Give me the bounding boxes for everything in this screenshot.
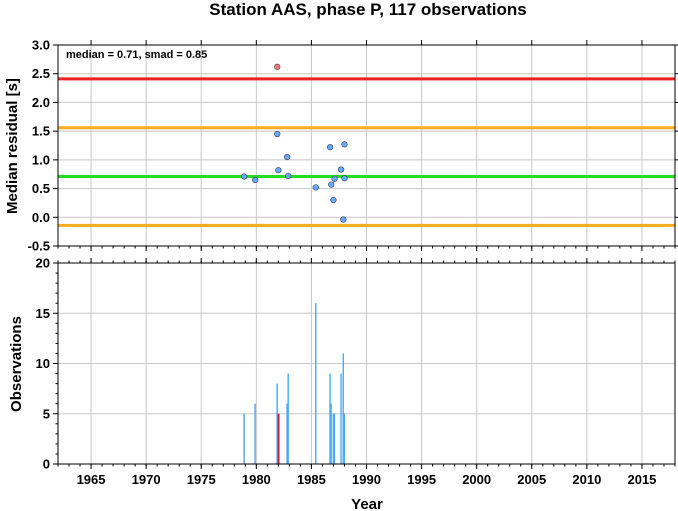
stats-annotation: median = 0.71, smad = 0.85 xyxy=(66,49,207,61)
observation-bar xyxy=(340,373,342,464)
residual-point xyxy=(338,166,345,173)
x-tick-label: 1985 xyxy=(297,472,326,487)
observation-bar xyxy=(287,373,289,464)
observation-bar xyxy=(276,383,278,464)
top-y-ticks: 3.0 2.5 2.0 1.5 1.0 0.5 0.0 -0.5 xyxy=(28,38,678,254)
top-y-tick-label: 1.0 xyxy=(32,152,50,167)
bottom-y-tick-label: 20 xyxy=(36,256,50,271)
residual-point xyxy=(274,130,281,138)
bottom-gridlines xyxy=(58,262,675,465)
observation-bar xyxy=(315,303,317,464)
observation-bar xyxy=(329,373,331,464)
observation-bar xyxy=(342,353,344,464)
observation-bar xyxy=(343,413,346,464)
observation-bars xyxy=(243,303,346,464)
residual-point xyxy=(328,181,335,188)
observation-bar xyxy=(243,413,245,464)
observation-bar xyxy=(330,403,332,464)
observation-bar xyxy=(286,403,288,464)
x-tick-label: 2015 xyxy=(627,472,656,487)
top-y-tick-label: 3.0 xyxy=(32,38,50,53)
x-tick-label: 1965 xyxy=(77,472,106,487)
top-y-tick-label: 0.0 xyxy=(32,210,50,225)
x-tick-label: 1970 xyxy=(132,472,161,487)
top-x-tickmarks xyxy=(57,40,676,251)
bottom-x-ticks: 1965 1970 1975 1980 1985 1990 1995 2000 2005 2010… xyxy=(57,258,676,487)
observation-bar xyxy=(332,413,335,464)
residual-point xyxy=(252,176,259,184)
top-y-tick-label: 2.5 xyxy=(32,66,50,81)
x-tick-label: 2000 xyxy=(462,472,491,487)
chart-title: Station AAS, phase P, 117 observations xyxy=(209,0,526,19)
top-reference-lines xyxy=(58,77,675,227)
bottom-y-tick-label: 0 xyxy=(43,457,50,472)
residual-point xyxy=(330,196,337,204)
outlier-point xyxy=(274,63,281,70)
top-y-tick-label: 2.0 xyxy=(32,95,50,110)
residual-point xyxy=(285,172,292,180)
residual-point xyxy=(312,184,319,191)
top-gridlines xyxy=(58,44,675,247)
x-axis-label: Year xyxy=(351,496,383,511)
observation-bar xyxy=(254,403,256,464)
top-y-tick-label: 0.5 xyxy=(32,181,50,196)
x-tick-label: 1975 xyxy=(187,472,216,487)
residual-point xyxy=(241,173,248,180)
x-tick-label: 2010 xyxy=(572,472,601,487)
x-tick-label: 1995 xyxy=(407,472,436,487)
x-tick-label: 2005 xyxy=(517,472,546,487)
top-y-tick-label: 1.5 xyxy=(32,124,50,139)
observation-bar xyxy=(333,413,336,464)
residual-point xyxy=(341,141,348,148)
x-tick-label: 1980 xyxy=(242,472,271,487)
residual-point xyxy=(284,153,291,161)
residual-point xyxy=(340,216,347,223)
bottom-y-tick-label: 5 xyxy=(43,406,50,421)
top-y-axis-label: Median residual [s] xyxy=(4,78,21,214)
x-tick-label: 1990 xyxy=(352,472,381,487)
residual-points xyxy=(241,63,348,223)
bottom-y-ticks: 20 15 10 5 0 xyxy=(36,256,58,472)
residual-point xyxy=(275,167,282,174)
top-y-tick-label: -0.5 xyxy=(28,239,50,254)
residual-point xyxy=(327,144,334,151)
bottom-y-tick-label: 15 xyxy=(36,306,50,321)
outlier-bar xyxy=(277,413,280,464)
residual-point xyxy=(331,175,338,182)
residual-point xyxy=(341,175,348,182)
bottom-y-axis-label: Observations xyxy=(8,316,25,412)
bottom-y-tick-label: 10 xyxy=(36,356,50,371)
